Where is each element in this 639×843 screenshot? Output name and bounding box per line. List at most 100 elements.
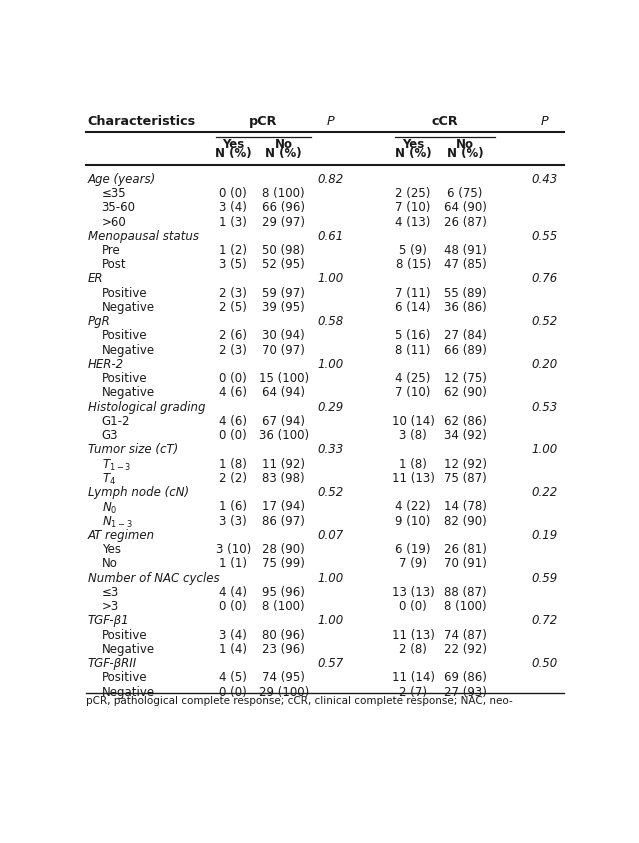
Text: >60: >60 xyxy=(102,216,127,228)
Text: 50 (98): 50 (98) xyxy=(263,244,305,257)
Text: pCR: pCR xyxy=(249,115,277,128)
Text: 82 (90): 82 (90) xyxy=(443,514,486,528)
Text: 0.58: 0.58 xyxy=(317,315,343,328)
Text: 12 (75): 12 (75) xyxy=(443,373,486,385)
Text: 70 (97): 70 (97) xyxy=(262,344,305,357)
Text: 11 (13): 11 (13) xyxy=(392,472,435,485)
Text: Positive: Positive xyxy=(102,629,147,642)
Text: 1.00: 1.00 xyxy=(317,615,343,627)
Text: 3 (3): 3 (3) xyxy=(219,514,247,528)
Text: Yes: Yes xyxy=(222,138,245,151)
Text: 12 (92): 12 (92) xyxy=(443,458,486,470)
Text: $T_{1-3}$: $T_{1-3}$ xyxy=(102,458,130,473)
Text: 34 (92): 34 (92) xyxy=(443,429,486,443)
Text: 0.59: 0.59 xyxy=(532,572,558,585)
Text: 0.19: 0.19 xyxy=(532,529,558,542)
Text: 3 (10): 3 (10) xyxy=(216,543,251,556)
Text: 8 (100): 8 (100) xyxy=(263,600,305,613)
Text: No: No xyxy=(456,138,474,151)
Text: Number of NAC cycles: Number of NAC cycles xyxy=(88,572,219,585)
Text: 27 (84): 27 (84) xyxy=(443,330,486,342)
Text: 3 (8): 3 (8) xyxy=(399,429,427,443)
Text: 6 (19): 6 (19) xyxy=(396,543,431,556)
Text: TGF-βRII: TGF-βRII xyxy=(88,657,137,670)
Text: 2 (25): 2 (25) xyxy=(396,187,431,200)
Text: Histological grading: Histological grading xyxy=(88,400,205,414)
Text: AT regimen: AT regimen xyxy=(88,529,155,542)
Text: 55 (89): 55 (89) xyxy=(443,287,486,300)
Text: 0.52: 0.52 xyxy=(317,486,343,499)
Text: 47 (85): 47 (85) xyxy=(443,258,486,271)
Text: 7 (10): 7 (10) xyxy=(396,386,431,400)
Text: 39 (95): 39 (95) xyxy=(263,301,305,314)
Text: 4 (13): 4 (13) xyxy=(396,216,431,228)
Text: P: P xyxy=(541,115,549,128)
Text: 74 (95): 74 (95) xyxy=(262,671,305,685)
Text: 0.57: 0.57 xyxy=(317,657,343,670)
Text: P: P xyxy=(327,115,334,128)
Text: N (%): N (%) xyxy=(265,148,302,160)
Text: G3: G3 xyxy=(102,429,118,443)
Text: Age (years): Age (years) xyxy=(88,173,156,185)
Text: 0.52: 0.52 xyxy=(532,315,558,328)
Text: ≤3: ≤3 xyxy=(102,586,119,599)
Text: 3 (5): 3 (5) xyxy=(219,258,247,271)
Text: 23 (96): 23 (96) xyxy=(262,643,305,656)
Text: Menopausal status: Menopausal status xyxy=(88,230,199,243)
Text: 83 (98): 83 (98) xyxy=(263,472,305,485)
Text: 0.55: 0.55 xyxy=(532,230,558,243)
Text: 4 (25): 4 (25) xyxy=(396,373,431,385)
Text: Positive: Positive xyxy=(102,373,147,385)
Text: Positive: Positive xyxy=(102,287,147,300)
Text: 3 (4): 3 (4) xyxy=(219,629,247,642)
Text: Negative: Negative xyxy=(102,301,155,314)
Text: G1-2: G1-2 xyxy=(102,415,130,428)
Text: 1.00: 1.00 xyxy=(317,358,343,371)
Text: $T_{4}$: $T_{4}$ xyxy=(102,472,116,487)
Text: 27 (93): 27 (93) xyxy=(443,685,486,699)
Text: 95 (96): 95 (96) xyxy=(262,586,305,599)
Text: 8 (100): 8 (100) xyxy=(443,600,486,613)
Text: 1.00: 1.00 xyxy=(532,443,558,456)
Text: 3 (4): 3 (4) xyxy=(219,201,247,214)
Text: 62 (86): 62 (86) xyxy=(443,415,486,428)
Text: 0 (0): 0 (0) xyxy=(219,685,247,699)
Text: N (%): N (%) xyxy=(215,148,252,160)
Text: Post: Post xyxy=(102,258,126,271)
Text: 64 (90): 64 (90) xyxy=(443,201,486,214)
Text: 26 (87): 26 (87) xyxy=(443,216,486,228)
Text: 70 (91): 70 (91) xyxy=(443,557,486,571)
Text: 1 (4): 1 (4) xyxy=(219,643,247,656)
Text: Negative: Negative xyxy=(102,643,155,656)
Text: 5 (9): 5 (9) xyxy=(399,244,427,257)
Text: 0 (0): 0 (0) xyxy=(219,373,247,385)
Text: Lymph node (cN): Lymph node (cN) xyxy=(88,486,189,499)
Text: 35-60: 35-60 xyxy=(102,201,135,214)
Text: 1.00: 1.00 xyxy=(317,272,343,286)
Text: 26 (81): 26 (81) xyxy=(443,543,486,556)
Text: 4 (22): 4 (22) xyxy=(396,501,431,513)
Text: N (%): N (%) xyxy=(447,148,483,160)
Text: Negative: Negative xyxy=(102,685,155,699)
Text: 4 (6): 4 (6) xyxy=(219,386,247,400)
Text: 0.82: 0.82 xyxy=(317,173,343,185)
Text: 28 (90): 28 (90) xyxy=(263,543,305,556)
Text: 11 (92): 11 (92) xyxy=(262,458,305,470)
Text: 9 (10): 9 (10) xyxy=(396,514,431,528)
Text: PgR: PgR xyxy=(88,315,111,328)
Text: 4 (4): 4 (4) xyxy=(219,586,247,599)
Text: 0.29: 0.29 xyxy=(317,400,343,414)
Text: No: No xyxy=(102,557,118,571)
Text: $N_{0}$: $N_{0}$ xyxy=(102,501,117,516)
Text: 10 (14): 10 (14) xyxy=(392,415,435,428)
Text: 7 (10): 7 (10) xyxy=(396,201,431,214)
Text: 5 (16): 5 (16) xyxy=(396,330,431,342)
Text: N (%): N (%) xyxy=(395,148,431,160)
Text: 13 (13): 13 (13) xyxy=(392,586,435,599)
Text: 2 (6): 2 (6) xyxy=(219,330,247,342)
Text: ER: ER xyxy=(88,272,103,286)
Text: 2 (3): 2 (3) xyxy=(219,287,247,300)
Text: 2 (7): 2 (7) xyxy=(399,685,427,699)
Text: 75 (87): 75 (87) xyxy=(443,472,486,485)
Text: 74 (87): 74 (87) xyxy=(443,629,486,642)
